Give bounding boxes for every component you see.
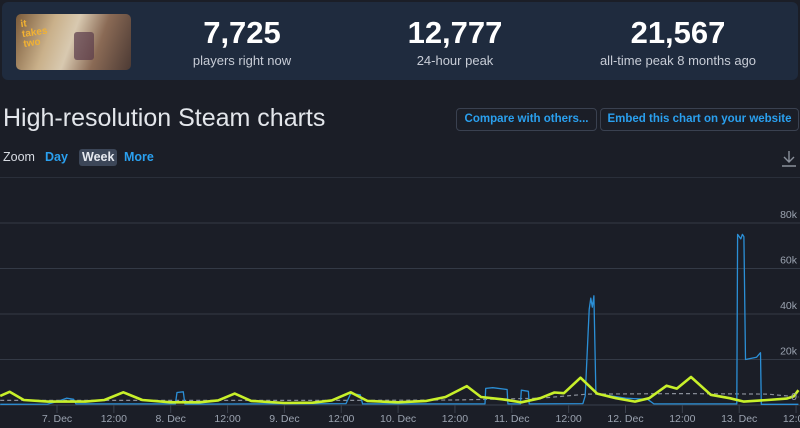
y-tick-label: 0 (791, 391, 797, 403)
stat-current-players: 7,725 players right now (132, 15, 352, 69)
x-tick-label: 9. Dec (269, 413, 299, 425)
x-tick-label: 12:00 (328, 413, 354, 425)
stat-value: 21,567 (630, 15, 726, 50)
x-tick-label: 10. Dec (380, 413, 416, 425)
cover-art-figure (74, 32, 94, 60)
page-title: High-resolution Steam charts (3, 104, 326, 132)
stat-value: 7,725 (203, 15, 281, 50)
game-cover-image[interactable]: it takes two (16, 14, 131, 70)
stat-label: players right now (192, 53, 292, 68)
zoom-week-button[interactable]: Week (79, 149, 118, 166)
stat-label: 24-hour peak (416, 53, 494, 68)
player-count-chart[interactable]: 7. Dec 12:00 8. Dec 12:00 9. Dec 12:00 10. Dec… (0, 178, 800, 428)
x-tick-label: 12:00 (783, 413, 800, 425)
stat-24h-peak: 12,777 24-hour peak (345, 15, 565, 69)
x-tick-label: 12:00 (556, 413, 582, 425)
x-tick-label: 12:00 (101, 413, 127, 425)
stats-panel: it takes two 7,725 players right now 12,77… (2, 2, 798, 80)
embed-chart-button[interactable]: Embed this chart on your website (600, 108, 799, 131)
x-tick-label: 7. Dec (42, 413, 72, 425)
stat-all-time-peak: 21,567 all-time peak 8 months ago (568, 15, 788, 69)
stat-value: 12,777 (407, 15, 503, 50)
x-tick-label: 8. Dec (156, 413, 186, 425)
stat-label: all-time peak 8 months ago (599, 53, 757, 68)
y-tick-label: 60k (780, 255, 798, 267)
series-line-0 (0, 375, 800, 405)
x-tick-label: 12:00 (214, 413, 240, 425)
download-icon[interactable] (781, 150, 797, 168)
series-line-1 (0, 233, 799, 405)
x-tick-label: 12:00 (669, 413, 695, 425)
series-line-2 (0, 393, 799, 401)
x-tick-label: 12:00 (442, 413, 468, 425)
x-tick-label: 12. Dec (607, 413, 643, 425)
compare-button[interactable]: Compare with others... (456, 108, 597, 131)
y-tick-label: 80k (780, 209, 798, 221)
y-tick-label: 20k (780, 346, 798, 358)
zoom-label: Zoom (3, 150, 35, 164)
divider (0, 177, 800, 178)
x-tick-label: 13. Dec (721, 413, 757, 425)
zoom-day-button[interactable]: Day (45, 150, 68, 164)
game-logo: it takes two (19, 18, 49, 50)
y-tick-label: 40k (780, 300, 798, 312)
zoom-more-button[interactable]: More (124, 150, 154, 164)
x-tick-label: 11. Dec (494, 413, 529, 425)
